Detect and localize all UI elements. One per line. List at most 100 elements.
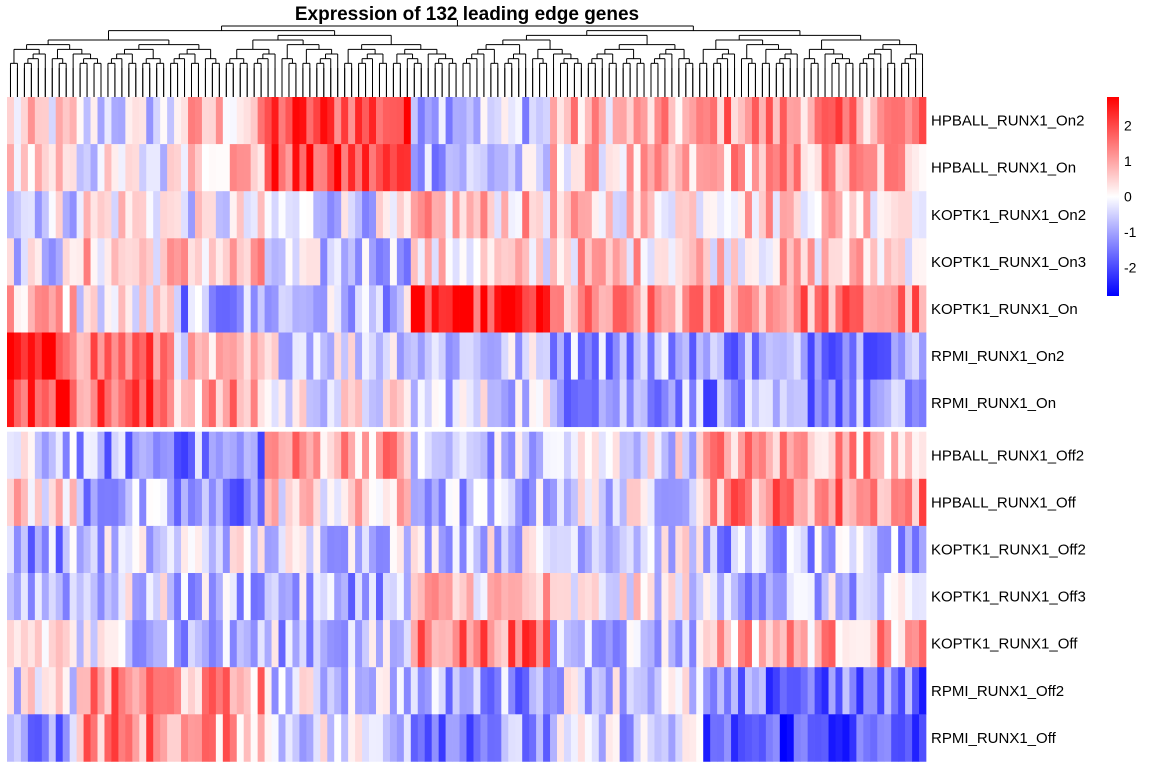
heatmap-cell: [905, 620, 913, 668]
heatmap-cell: [285, 714, 293, 762]
heatmap-cell: [501, 332, 509, 380]
heatmap-cell: [222, 379, 231, 428]
heatmap-cell: [550, 332, 558, 380]
heatmap-cell: [473, 191, 481, 239]
heatmap-cell: [41, 332, 50, 380]
heatmap-cell: [69, 238, 77, 286]
heatmap-cell: [452, 525, 460, 574]
heatmap-cell: [779, 667, 788, 715]
heatmap-cell: [473, 144, 481, 192]
heatmap-cell: [877, 620, 885, 668]
heatmap-cell: [355, 478, 363, 527]
heatmap-cell: [724, 332, 732, 380]
heatmap-cell: [912, 714, 920, 762]
heatmap-cell: [703, 620, 711, 668]
heatmap-cell: [758, 478, 767, 527]
heatmap-cell: [668, 431, 676, 480]
heatmap-cell: [382, 478, 391, 527]
heatmap-cell: [27, 431, 36, 480]
heatmap-cell: [201, 379, 210, 428]
heatmap-cell: [264, 97, 272, 145]
heatmap-cell: [765, 97, 774, 145]
heatmap-cell: [146, 379, 154, 428]
heatmap-cell: [160, 238, 168, 286]
heatmap-cell: [689, 620, 697, 668]
heatmap-cell: [90, 431, 98, 480]
heatmap-cell: [912, 97, 920, 145]
heatmap-cell: [69, 573, 77, 621]
heatmap-cell: [835, 573, 843, 621]
heatmap-cell: [800, 144, 808, 192]
heatmap-cell: [807, 97, 815, 145]
heatmap-cell: [598, 714, 607, 762]
heatmap-cell: [146, 620, 154, 668]
heatmap-cell: [591, 285, 600, 333]
heatmap-cell: [382, 379, 391, 428]
heatmap-cell: [494, 525, 502, 574]
heatmap-cell: [438, 525, 446, 574]
heatmap-cell: [543, 667, 551, 715]
heatmap-cell: [626, 714, 634, 762]
heatmap-cell: [612, 191, 621, 239]
heatmap-cell: [884, 714, 892, 762]
heatmap-cell: [257, 573, 265, 621]
heatmap-cell: [327, 191, 335, 239]
heatmap-cell: [327, 285, 335, 333]
heatmap-cell: [20, 431, 29, 480]
heatmap-cell: [34, 332, 43, 380]
heatmap-cell: [431, 379, 439, 428]
heatmap-cell: [278, 431, 286, 480]
heatmap-cell: [362, 667, 370, 715]
heatmap-cell: [194, 431, 203, 480]
heatmap-cell: [814, 379, 822, 428]
heatmap-cell: [167, 667, 175, 715]
heatmap-cell: [668, 332, 676, 380]
heatmap-cell: [132, 478, 140, 527]
heatmap-cell: [229, 379, 238, 428]
heatmap-cell: [550, 714, 558, 762]
heatmap-cell: [341, 332, 349, 380]
heatmap-cell: [243, 620, 252, 668]
heatmap-cell: [494, 573, 502, 621]
heatmap-cell: [362, 478, 370, 527]
row-labels: HPBALL_RUNX1_On2HPBALL_RUNX1_OnKOPTK1_RU…: [931, 113, 1086, 747]
heatmap-cell: [807, 573, 815, 621]
heatmap-cell: [208, 525, 217, 574]
heatmap-cell: [27, 379, 36, 428]
heatmap-cell: [62, 238, 71, 286]
heatmap-cells: [7, 97, 927, 762]
legend-tick-label: 1: [1124, 153, 1132, 169]
heatmap-cell: [557, 573, 565, 621]
heatmap-cell: [285, 573, 293, 621]
heatmap-cell: [473, 97, 481, 145]
heatmap-cell: [132, 379, 140, 428]
heatmap-cell: [334, 191, 342, 239]
heatmap-cell: [48, 97, 57, 145]
heatmap-cell: [751, 238, 760, 286]
heatmap-cell: [111, 285, 119, 333]
heatmap-cell: [640, 144, 648, 192]
heatmap-cell: [424, 191, 433, 239]
heatmap-cell: [577, 525, 586, 574]
heatmap-cell: [577, 285, 586, 333]
heatmap-cell: [369, 144, 377, 192]
heatmap-cell: [738, 379, 746, 428]
heatmap-cell: [835, 714, 843, 762]
heatmap-cell: [55, 379, 64, 428]
heatmap-cell: [201, 525, 210, 574]
heatmap-cell: [480, 667, 488, 715]
heatmap-cell: [863, 332, 871, 380]
heatmap-cell: [696, 714, 704, 762]
heatmap-cell: [710, 525, 718, 574]
heatmap-cell: [529, 714, 537, 762]
heatmap-cell: [62, 332, 71, 380]
heatmap-cell: [584, 144, 593, 192]
heatmap-cell: [912, 573, 920, 621]
heatmap-cell: [647, 285, 655, 333]
heatmap-cell: [13, 97, 22, 145]
heatmap-cell: [515, 332, 523, 380]
heatmap-cell: [111, 191, 119, 239]
heatmap-cell: [731, 285, 739, 333]
heatmap-cell: [919, 332, 927, 380]
heatmap-cell: [905, 714, 913, 762]
